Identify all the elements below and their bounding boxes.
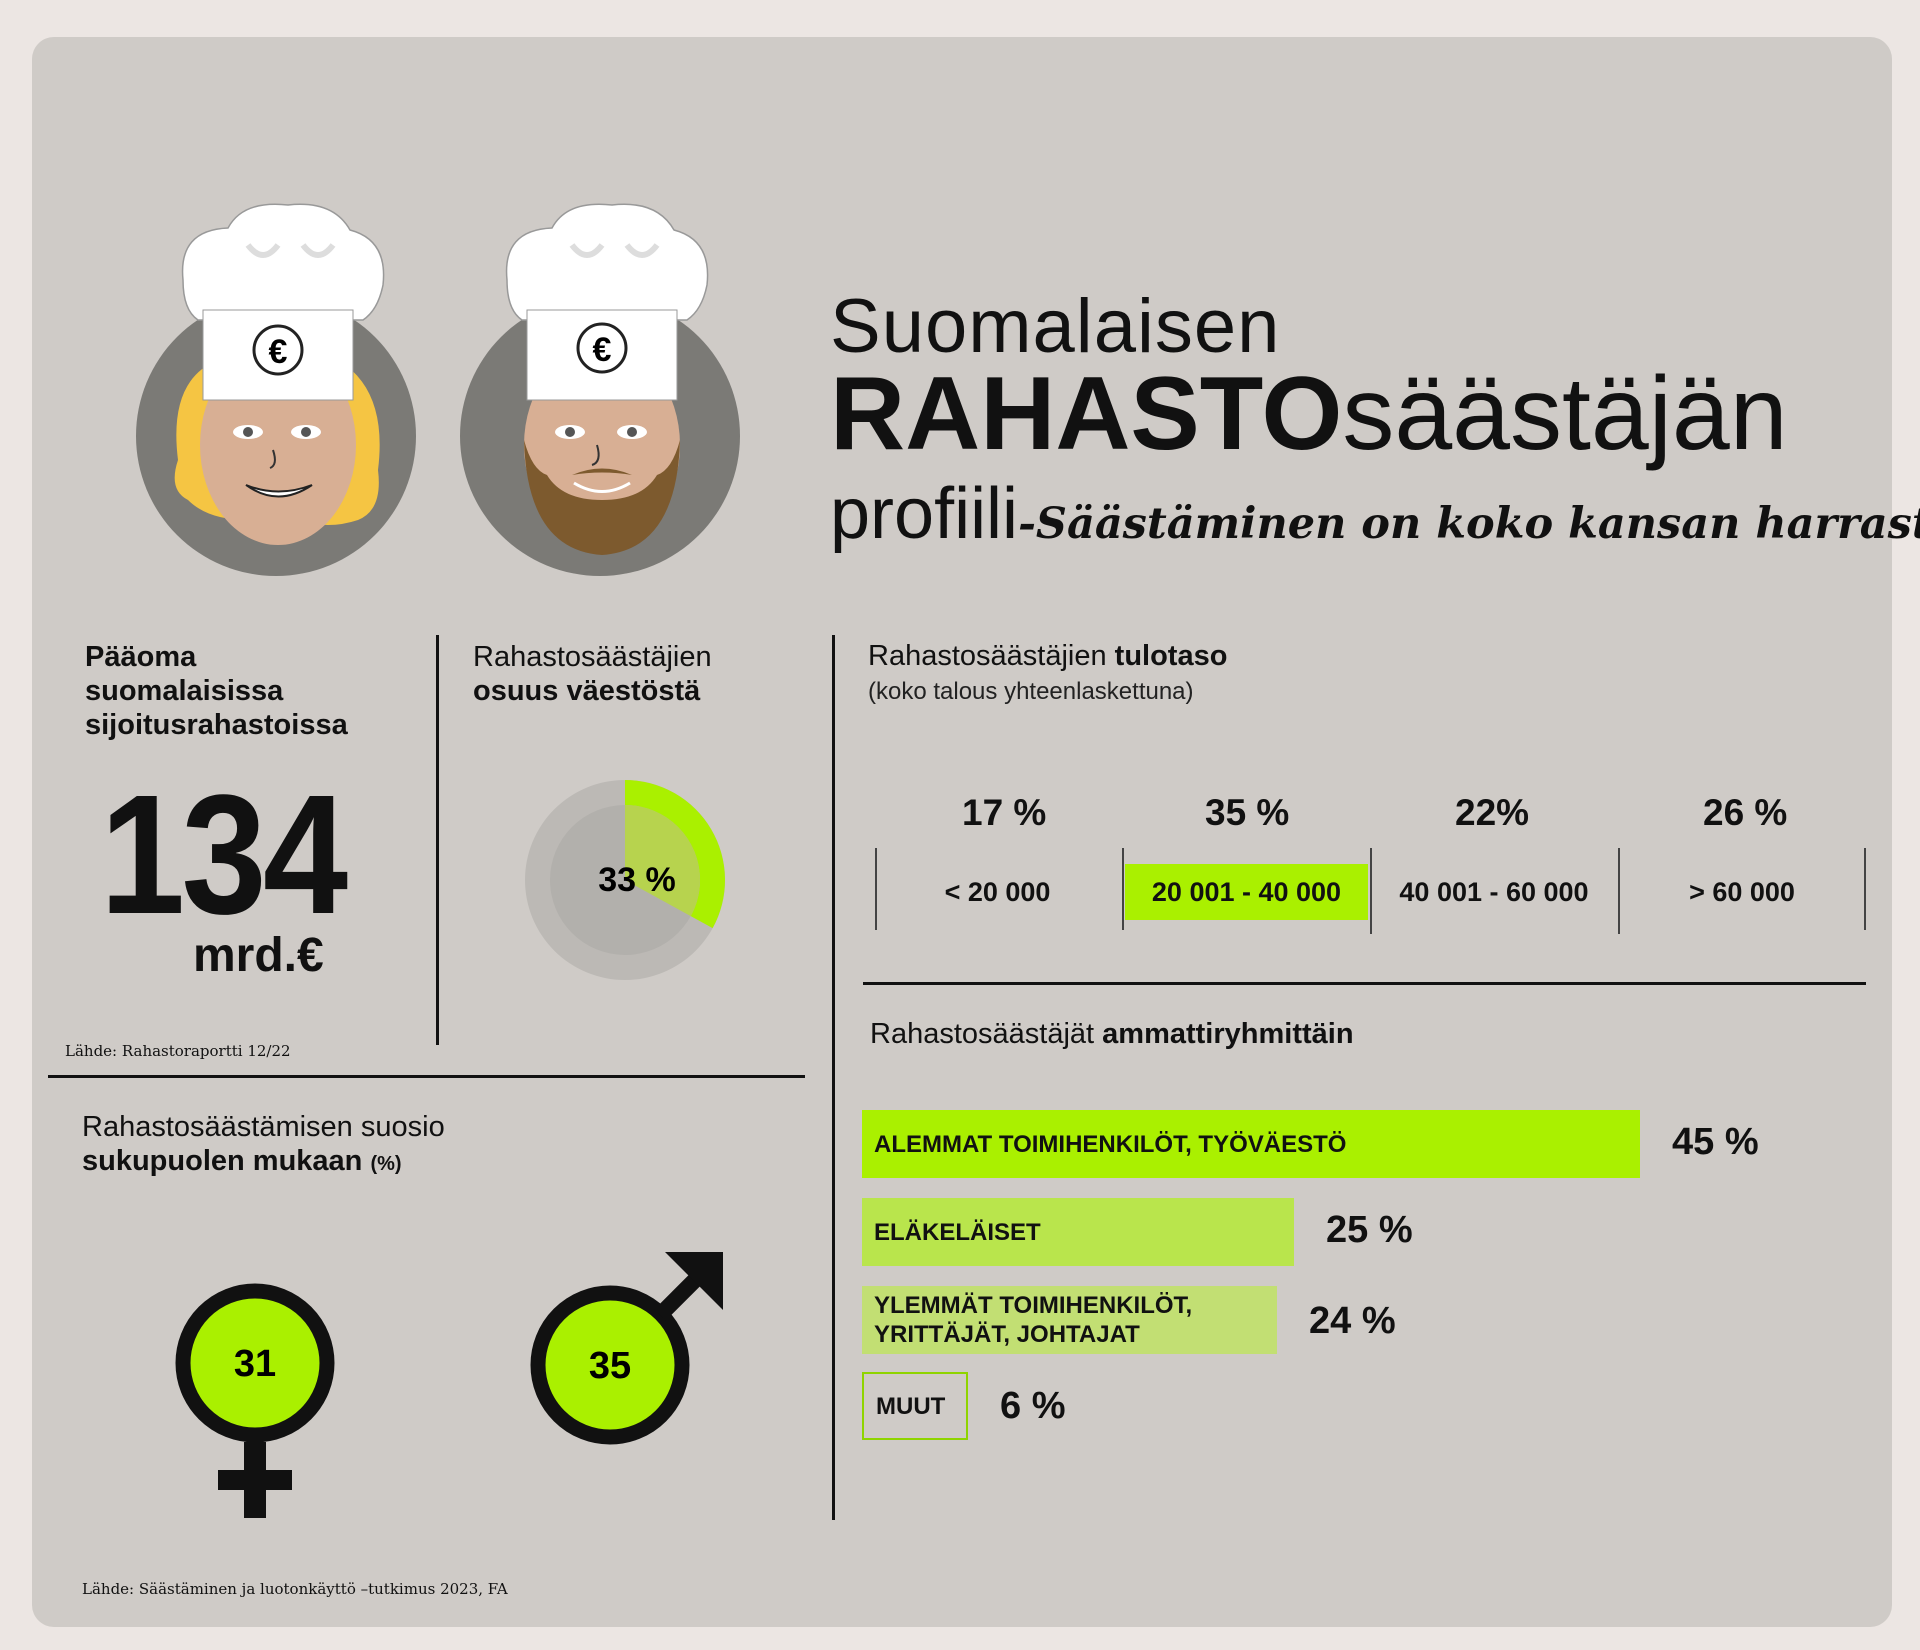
title-line-1: Suomalaisen	[830, 284, 1281, 369]
capital-value: 134	[100, 760, 348, 950]
capital-unit: mrd.€	[193, 929, 324, 982]
divider-left-horizontal	[48, 1075, 805, 1078]
income-range: < 20 000	[944, 877, 1051, 907]
gender-heading-line-2: sukupuolen mukaan (%)	[82, 1144, 445, 1181]
occupation-bar-pct: 25 %	[1326, 1209, 1413, 1251]
share-donut-chart: 33 %	[525, 780, 725, 980]
occupation-bar-pct: 45 %	[1672, 1121, 1759, 1163]
capital-heading-line: sijoitusrahastoissa	[85, 709, 348, 741]
male-symbol-icon: 35	[530, 1252, 723, 1445]
income-heading-normal: Rahastosäästäjien	[868, 640, 1115, 672]
female-symbol-icon: 31	[175, 1283, 335, 1518]
capital-heading: Pääoma suomalaisissa sijoitusrahastoissa	[85, 640, 348, 742]
title-tagline: -Säästäminen on koko kansan harrastus!	[1018, 499, 1920, 549]
occupation-bar-label: ELÄKELÄISET	[874, 1218, 1041, 1246]
income-pct: 17 %	[962, 792, 1047, 833]
capital-heading-line: suomalaisissa	[85, 675, 284, 707]
income-subheading: (koko talous yhteenlaskettuna)	[868, 678, 1194, 705]
gender-heading-line-1: Rahastosäästämisen suosio	[82, 1111, 445, 1143]
male-value: 35	[589, 1345, 631, 1387]
title-bold-word: RAHASTO	[830, 356, 1343, 472]
footer-source: Lähde: Säästäminen ja luotonkäyttö –tutk…	[82, 1580, 508, 1598]
capital-heading-line: Pääoma	[85, 641, 197, 673]
share-heading: Rahastosäästäjien osuus väestöstä	[473, 640, 712, 708]
occupation-bar-label: YLEMMÄT TOIMIHENKILÖT, YRITTÄJÄT, JOHTAJ…	[874, 1292, 1193, 1348]
income-range: > 60 000	[1689, 877, 1795, 907]
income-tick	[1618, 848, 1620, 934]
income-pct: 22%	[1455, 792, 1530, 833]
capital-source: Lähde: Rahastoraportti 12/22	[65, 1042, 291, 1060]
title-line-3: profiili-Säästäminen on koko kansan harr…	[830, 478, 1920, 550]
occupation-heading-normal: Rahastosäästäjät	[870, 1018, 1103, 1050]
occupation-bar: ELÄKELÄISET	[862, 1198, 1294, 1266]
svg-text:€: €	[269, 333, 288, 371]
gender-heading-bold: sukupuolen mukaan	[82, 1145, 363, 1177]
occupation-bar: YLEMMÄT TOIMIHENKILÖT, YRITTÄJÄT, JOHTAJ…	[862, 1286, 1277, 1354]
occupation-heading-bold: ammattiryhmittäin	[1102, 1018, 1354, 1050]
income-tick	[1864, 848, 1866, 930]
gender-heading: Rahastosäästämisen suosio sukupuolen muk…	[82, 1110, 445, 1181]
occupation-bar-label: ALEMMAT TOIMIHENKILÖT, TYÖVÄESTÖ	[874, 1130, 1347, 1158]
share-heading-line-1: Rahastosäästäjien	[473, 641, 712, 673]
occupation-bar-pct: 6 %	[1000, 1385, 1066, 1427]
share-label: 33 %	[598, 861, 676, 899]
female-chef-avatar: €	[136, 203, 416, 576]
occupation-bar-pct: 24 %	[1309, 1300, 1396, 1342]
income-heading: Rahastosäästäjien tulotaso	[868, 640, 1227, 673]
divider-main-vertical	[832, 635, 835, 1520]
income-tick	[875, 848, 877, 930]
title-normal-word: säästäjän	[1342, 356, 1788, 472]
income-range-highlighted: 20 001 - 40 000	[1125, 864, 1368, 920]
female-value: 31	[234, 1343, 276, 1385]
occupation-bar: MUUT	[862, 1372, 968, 1440]
income-heading-bold: tulotaso	[1114, 640, 1228, 672]
male-chef-avatar: €	[460, 203, 740, 576]
income-range: 40 001 - 60 000	[1399, 877, 1589, 907]
share-arc-inner	[625, 805, 700, 917]
occupation-bar: ALEMMAT TOIMIHENKILÖT, TYÖVÄESTÖ	[862, 1110, 1640, 1178]
title-profile-word: profiili	[830, 474, 1019, 554]
share-heading-line-2: osuus väestöstä	[473, 675, 701, 707]
occupation-bar-label: MUUT	[876, 1392, 946, 1420]
income-pct: 26 %	[1703, 792, 1788, 833]
income-pct: 35 %	[1205, 792, 1290, 833]
svg-text:€: €	[593, 331, 612, 369]
income-tick	[1122, 848, 1124, 930]
divider-capital-share	[436, 635, 439, 1045]
gender-unit: (%)	[370, 1153, 402, 1175]
divider-right-horizontal	[863, 982, 1866, 985]
income-tick	[1370, 848, 1372, 934]
occupation-heading: Rahastosäästäjät ammattiryhmittäin	[870, 1018, 1354, 1051]
title-line-2: RAHASTOsäästäjän	[830, 362, 1788, 466]
